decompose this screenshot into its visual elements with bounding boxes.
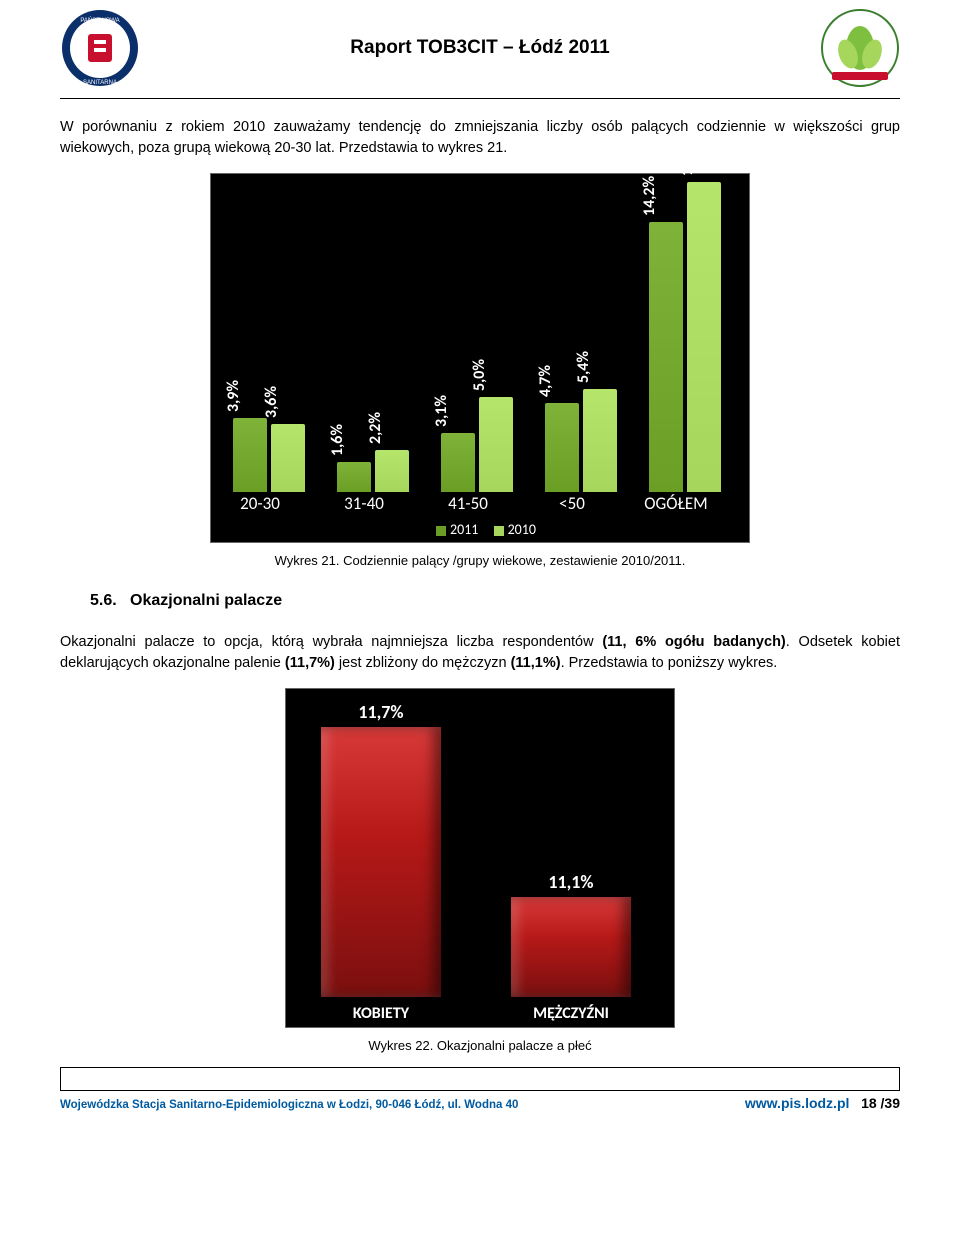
x-axis-label: <50 xyxy=(527,493,617,514)
bar-value-label: 5,4% xyxy=(574,351,593,383)
x-axis-label: OGÓŁEM xyxy=(631,493,721,514)
bar-2010 xyxy=(271,424,305,492)
paragraph-occasional-smokers: Okazjonalni palacze to opcja, którą wybr… xyxy=(60,632,900,674)
x-axis-label: 20-30 xyxy=(215,493,305,514)
bar-value-label: 3,6% xyxy=(262,386,281,418)
svg-text:SANITARNA: SANITARNA xyxy=(83,80,117,86)
x-axis-label: 31-40 xyxy=(319,493,409,514)
bar-2010 xyxy=(375,450,409,492)
section-title: Okazjonalni palacze xyxy=(130,592,282,609)
section-number: 5.6. xyxy=(90,592,117,609)
bar xyxy=(321,727,441,997)
logo-sanitary-inspection-icon: PAŃSTWOWA SANITARNA xyxy=(60,8,140,88)
bar-value-label: 3,9% xyxy=(224,380,243,412)
bar-2011 xyxy=(649,222,683,492)
bar-2011 xyxy=(233,418,267,492)
paragraph-intro: W porównaniu z rokiem 2010 zauważamy ten… xyxy=(60,117,900,159)
chart-daily-smokers-by-age: 3,9%3,6%1,6%2,2%3,1%5,0%4,7%5,4%14,2%16,… xyxy=(210,173,750,543)
footer-org: Wojewódzka Stacja Sanitarno-Epidemiologi… xyxy=(60,1099,518,1111)
page-header: PAŃSTWOWA SANITARNA Raport TOB3CIT – Łód… xyxy=(60,8,900,88)
report-title: Raport TOB3CIT – Łódź 2011 xyxy=(140,37,820,59)
legend-label-2011: 2011 xyxy=(450,521,478,538)
footer-frame xyxy=(60,1067,900,1091)
bar xyxy=(511,897,631,997)
bar-value-label: 1,6% xyxy=(328,424,347,456)
bar-value-label: 2,2% xyxy=(366,412,385,444)
bar-value-label: 11,7% xyxy=(321,701,441,723)
x-axis-label: MĘŻCZYŹNI xyxy=(486,1004,656,1023)
chart-occasional-smokers-by-sex: 11,7% KOBIETY 11,1% MĘŻCZYŹNI xyxy=(285,688,675,1028)
bar-value-label: 3,1% xyxy=(432,395,451,427)
bar-value-label: 14,2% xyxy=(640,176,659,216)
bar-2011 xyxy=(337,462,371,492)
chart1-caption: Wykres 21. Codziennie palący /grupy wiek… xyxy=(60,553,900,568)
bar-value-label: 5,0% xyxy=(470,359,489,391)
bar-2010 xyxy=(583,389,617,492)
bar-2011 xyxy=(545,403,579,492)
logo-tob3cit-icon xyxy=(820,8,900,88)
svg-text:PAŃSTWOWA: PAŃSTWOWA xyxy=(80,17,119,24)
page-footer: Wojewódzka Stacja Sanitarno-Epidemiologi… xyxy=(60,1067,900,1111)
section-heading: 5.6. Okazjonalni palacze xyxy=(90,592,900,610)
bar-value-label: 11,1% xyxy=(511,871,631,893)
footer-page-number: 18 /39 xyxy=(861,1095,900,1111)
legend-swatch-2010 xyxy=(494,526,504,536)
x-axis-label: 41-50 xyxy=(423,493,513,514)
legend-label-2010: 2010 xyxy=(508,521,536,538)
x-axis-label: KOBIETY xyxy=(296,1004,466,1023)
chart2-caption: Wykres 22. Okazjonalni palacze a płeć xyxy=(60,1038,900,1053)
footer-url: www.pis.lodz.pl xyxy=(745,1095,849,1111)
header-divider xyxy=(60,98,900,99)
bar-2011 xyxy=(441,433,475,492)
bar-value-label: 16,3% xyxy=(678,136,697,176)
bar-2010 xyxy=(687,182,721,492)
bar-2010 xyxy=(479,397,513,492)
legend-swatch-2011 xyxy=(436,526,446,536)
bar-value-label: 4,7% xyxy=(536,365,555,397)
chart1-legend: 2011 2010 xyxy=(211,521,749,538)
